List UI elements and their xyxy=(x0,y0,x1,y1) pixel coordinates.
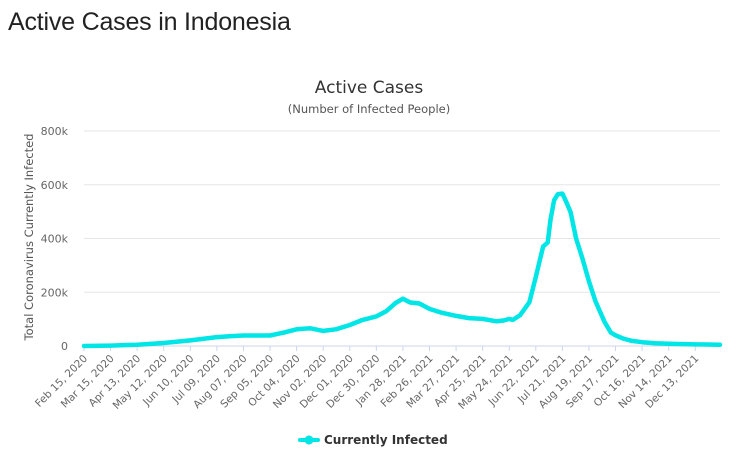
legend-label[interactable]: Currently Infected xyxy=(324,433,448,447)
y-tick-label: 400k xyxy=(41,233,69,246)
legend-marker xyxy=(304,435,314,445)
y-axis-label: Total Coronavirus Currently Infected xyxy=(22,134,36,342)
y-axis-ticks: 0 200k 400k 600k 800k xyxy=(41,125,69,353)
y-tick-label: 0 xyxy=(61,340,68,353)
series-line-currently-infected xyxy=(81,191,723,349)
chart-subtitle: (Number of Infected People) xyxy=(288,102,450,116)
chart-title: Active Cases xyxy=(315,78,424,98)
y-tick-label: 600k xyxy=(41,179,69,192)
series-group xyxy=(81,191,723,349)
y-tick-label: 800k xyxy=(41,125,69,138)
gridlines xyxy=(84,130,720,347)
y-tick-label: 200k xyxy=(41,286,69,299)
page-title: Active Cases in Indonesia xyxy=(8,8,291,36)
legend[interactable]: Currently Infected xyxy=(298,433,448,447)
